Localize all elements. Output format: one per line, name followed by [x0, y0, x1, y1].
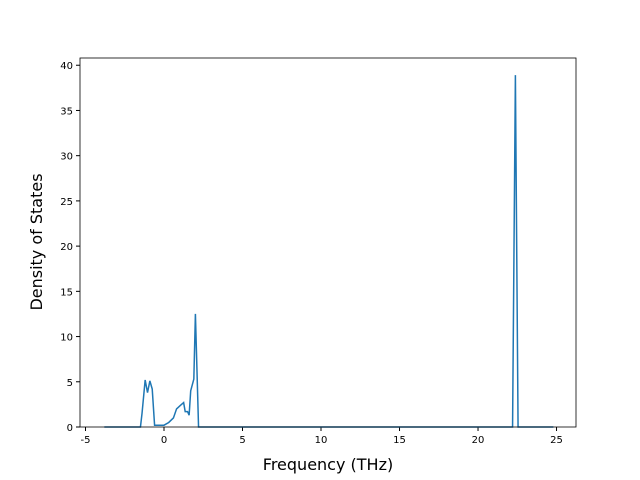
data-line	[104, 75, 554, 428]
x-axis-label: Frequency (THz)	[263, 455, 393, 474]
y-tick-label: 5	[67, 378, 73, 389]
y-tick-label: 10	[60, 333, 73, 344]
y-axis-label: Density of States	[27, 173, 46, 310]
x-tick-label: 20	[472, 435, 485, 446]
x-tick-label: -5	[81, 435, 91, 446]
y-tick-label: 15	[60, 287, 73, 298]
y-tick-label: 20	[60, 242, 73, 253]
x-tick-label: 5	[239, 435, 245, 446]
x-tick-label: 15	[393, 435, 406, 446]
y-tick-label: 25	[60, 197, 73, 208]
plot-frame	[79, 57, 577, 428]
x-tick-label: 0	[161, 435, 167, 446]
y-tick-label: 35	[60, 106, 73, 117]
x-tick-label: 10	[315, 435, 328, 446]
x-tick-label: 25	[550, 435, 563, 446]
y-tick-label: 40	[60, 61, 73, 72]
y-tick-label: 0	[67, 423, 73, 434]
y-tick-label: 30	[60, 152, 73, 163]
